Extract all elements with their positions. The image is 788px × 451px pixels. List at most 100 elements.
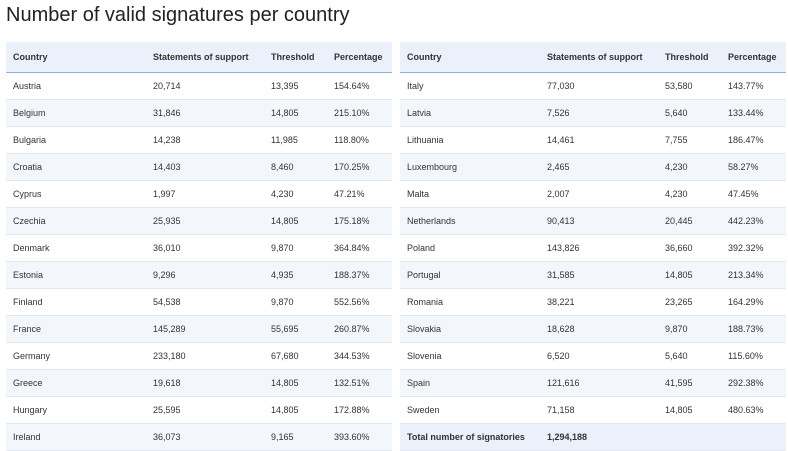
- percentage-cell: 175.18%: [327, 207, 392, 235]
- threshold-cell: 4,230: [658, 153, 721, 181]
- country-cell: Bulgaria: [6, 126, 146, 154]
- table-row: Poland 143,826 36,660 392.32%: [400, 234, 786, 262]
- statements-cell: 38,221: [540, 288, 658, 316]
- statements-cell: 9,296: [146, 261, 264, 289]
- statements-cell: 2,465: [540, 153, 658, 181]
- threshold-cell: 9,870: [658, 315, 721, 343]
- total-empty-cell: [721, 423, 786, 451]
- statements-cell: 2,007: [540, 180, 658, 208]
- threshold-cell: 14,805: [264, 369, 327, 397]
- percentage-cell: 47.45%: [721, 180, 786, 208]
- country-cell: Italy: [400, 72, 540, 100]
- header-threshold: Threshold: [658, 42, 721, 73]
- percentage-cell: 188.73%: [721, 315, 786, 343]
- table-row: Denmark 36,010 9,870 364.84%: [6, 234, 392, 262]
- statements-cell: 145,289: [146, 315, 264, 343]
- country-cell: Latvia: [400, 99, 540, 127]
- percentage-cell: 364.84%: [327, 234, 392, 262]
- table-row: Netherlands 90,413 20,445 442.23%: [400, 207, 786, 235]
- statements-cell: 77,030: [540, 72, 658, 100]
- threshold-cell: 4,935: [264, 261, 327, 289]
- country-cell: Netherlands: [400, 207, 540, 235]
- percentage-cell: 442.23%: [721, 207, 786, 235]
- table-row: Austria 20,714 13,395 154.64%: [6, 72, 392, 100]
- total-row: Total number of signatories 1,294,188: [400, 423, 786, 451]
- table-row: Lithuania 14,461 7,755 186.47%: [400, 126, 786, 154]
- country-cell: Luxembourg: [400, 153, 540, 181]
- country-cell: Germany: [6, 342, 146, 370]
- country-cell: Czechia: [6, 207, 146, 235]
- table-row: Croatia 14,403 8,460 170.25%: [6, 153, 392, 181]
- threshold-cell: 41,595: [658, 369, 721, 397]
- statements-cell: 14,461: [540, 126, 658, 154]
- table-header-row: Country Statements of support Threshold …: [400, 42, 786, 73]
- statements-cell: 31,585: [540, 261, 658, 289]
- percentage-cell: 118.80%: [327, 126, 392, 154]
- threshold-cell: 14,805: [264, 396, 327, 424]
- table-row: Malta 2,007 4,230 47.45%: [400, 180, 786, 208]
- country-cell: Belgium: [6, 99, 146, 127]
- statements-cell: 36,010: [146, 234, 264, 262]
- threshold-cell: 7,755: [658, 126, 721, 154]
- table-row: Belgium 31,846 14,805 215.10%: [6, 99, 392, 127]
- country-cell: Estonia: [6, 261, 146, 289]
- total-label: Total number of signatories: [400, 423, 540, 451]
- percentage-cell: 392.32%: [721, 234, 786, 262]
- country-cell: Sweden: [400, 396, 540, 424]
- threshold-cell: 5,640: [658, 99, 721, 127]
- percentage-cell: 344.53%: [327, 342, 392, 370]
- threshold-cell: 9,870: [264, 234, 327, 262]
- country-cell: Romania: [400, 288, 540, 316]
- country-cell: Denmark: [6, 234, 146, 262]
- country-cell: Croatia: [6, 153, 146, 181]
- header-statements: Statements of support: [146, 42, 264, 73]
- header-country: Country: [400, 42, 540, 73]
- percentage-cell: 132.51%: [327, 369, 392, 397]
- percentage-cell: 292.38%: [721, 369, 786, 397]
- table-row: Spain 121,616 41,595 292.38%: [400, 369, 786, 397]
- signatures-table-left: Country Statements of support Threshold …: [6, 42, 392, 451]
- percentage-cell: 188.37%: [327, 261, 392, 289]
- percentage-cell: 170.25%: [327, 153, 392, 181]
- threshold-cell: 4,230: [658, 180, 721, 208]
- country-cell: France: [6, 315, 146, 343]
- table-row: France 145,289 55,695 260.87%: [6, 315, 392, 343]
- threshold-cell: 36,660: [658, 234, 721, 262]
- statements-cell: 1,997: [146, 180, 264, 208]
- threshold-cell: 20,445: [658, 207, 721, 235]
- statements-cell: 14,238: [146, 126, 264, 154]
- threshold-cell: 14,805: [658, 261, 721, 289]
- threshold-cell: 14,805: [264, 207, 327, 235]
- table-row: Estonia 9,296 4,935 188.37%: [6, 261, 392, 289]
- percentage-cell: 47.21%: [327, 180, 392, 208]
- table-row: Romania 38,221 23,265 164.29%: [400, 288, 786, 316]
- table-row: Italy 77,030 53,580 143.77%: [400, 72, 786, 100]
- country-cell: Spain: [400, 369, 540, 397]
- header-statements: Statements of support: [540, 42, 658, 73]
- country-cell: Austria: [6, 72, 146, 100]
- percentage-cell: 164.29%: [721, 288, 786, 316]
- percentage-cell: 154.64%: [327, 72, 392, 100]
- table-row: Sweden 71,158 14,805 480.63%: [400, 396, 786, 424]
- threshold-cell: 14,805: [264, 99, 327, 127]
- total-empty-cell: [658, 423, 721, 451]
- country-cell: Portugal: [400, 261, 540, 289]
- header-threshold: Threshold: [264, 42, 327, 73]
- percentage-cell: 172.88%: [327, 396, 392, 424]
- table-row: Latvia 7,526 5,640 133.44%: [400, 99, 786, 127]
- statements-cell: 20,714: [146, 72, 264, 100]
- country-cell: Greece: [6, 369, 146, 397]
- statements-cell: 25,935: [146, 207, 264, 235]
- table-row: Cyprus 1,997 4,230 47.21%: [6, 180, 392, 208]
- table-row: Bulgaria 14,238 11,985 118.80%: [6, 126, 392, 154]
- percentage-cell: 215.10%: [327, 99, 392, 127]
- threshold-cell: 23,265: [658, 288, 721, 316]
- statements-cell: 233,180: [146, 342, 264, 370]
- statements-cell: 71,158: [540, 396, 658, 424]
- percentage-cell: 133.44%: [721, 99, 786, 127]
- threshold-cell: 4,230: [264, 180, 327, 208]
- header-percentage: Percentage: [327, 42, 392, 73]
- threshold-cell: 9,870: [264, 288, 327, 316]
- table-row: Portugal 31,585 14,805 213.34%: [400, 261, 786, 289]
- threshold-cell: 14,805: [658, 396, 721, 424]
